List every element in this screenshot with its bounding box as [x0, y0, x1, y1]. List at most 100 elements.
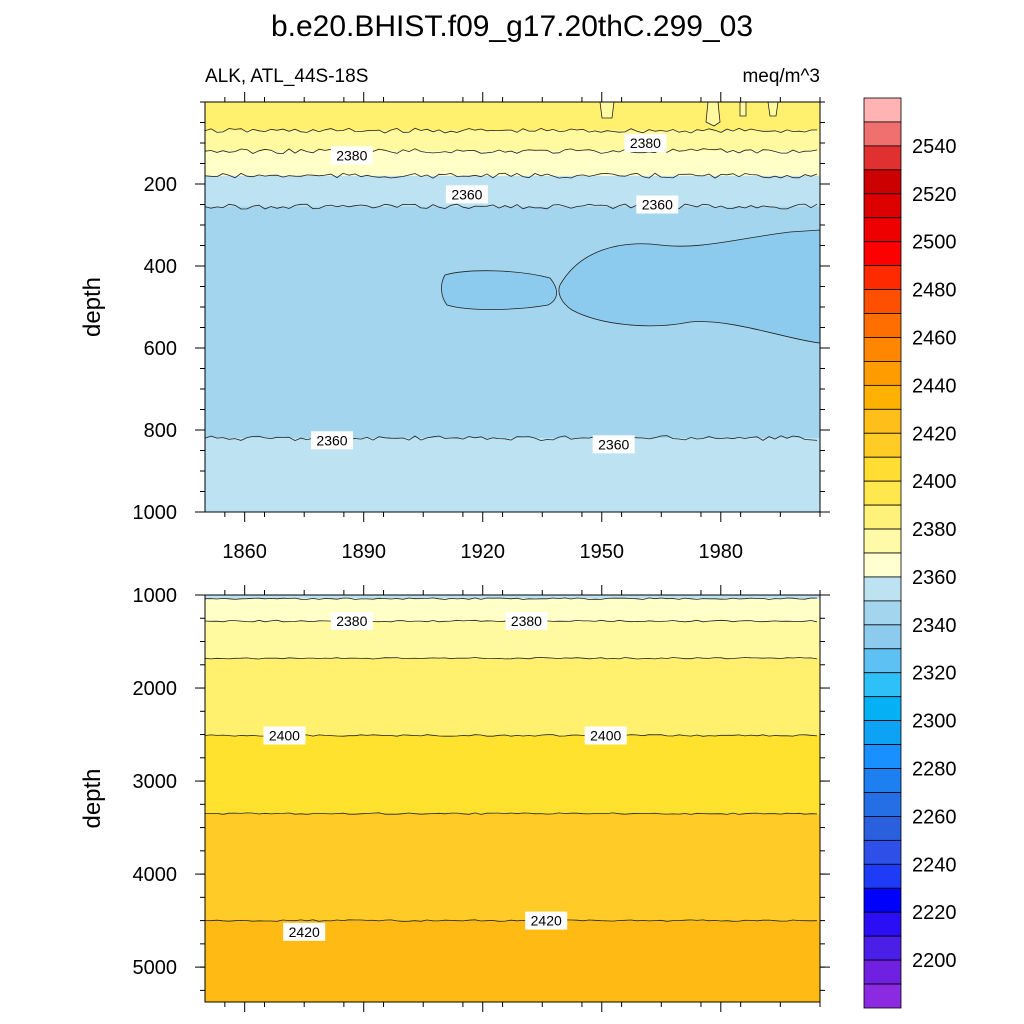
contour-band: [205, 102, 820, 131]
contour-label-box: [505, 612, 548, 630]
x-tick-label: 1920: [460, 541, 505, 563]
contour-band: [205, 438, 820, 512]
contour-label-box: [330, 146, 373, 165]
colorbar-swatch: [863, 576, 902, 602]
colorbar-tick-label: 2420: [912, 423, 957, 445]
figure-title: b.e20.BHIST.f09_g17.20thC.299_03: [271, 10, 753, 43]
colorbar-swatch: [863, 361, 902, 386]
colorbar-swatch: [863, 289, 902, 314]
contour-band: [205, 735, 820, 814]
colorbar-swatch: [863, 887, 902, 913]
colorbar-swatch: [863, 935, 902, 961]
colorbar-swatch: [863, 121, 902, 147]
contour-band: [205, 595, 820, 599]
colorbar-swatch: [863, 313, 902, 338]
contour-label: 2420: [283, 922, 326, 941]
contour-label-box: [263, 726, 306, 745]
colorbar-swatch: [863, 217, 902, 243]
colorbar-swatch: [863, 193, 902, 219]
colorbar-swatch: [863, 839, 902, 865]
contour-label-box: [624, 134, 667, 152]
upper-panel: 2380 2380 2360 2360 2360 2360 200 400 600 800 1000…: [79, 92, 830, 563]
y-tick-label: 4000: [133, 864, 178, 886]
contour-label-text: 2360: [642, 197, 673, 213]
contour-label: 2360: [445, 185, 488, 204]
colorbar-tick-label: 2540: [912, 136, 957, 158]
contour-label-box: [636, 195, 679, 214]
colorbar-swatch: [863, 456, 902, 482]
contour-blob: [599, 101, 615, 119]
y-tick-label: 1000: [133, 585, 178, 607]
colorbar-swatch: [863, 600, 902, 626]
colorbar-tick-label: 2220: [912, 902, 957, 924]
colorbar-swatch: [863, 480, 902, 506]
y-tick-label: 200: [144, 174, 177, 196]
contour-label: 2360: [592, 435, 635, 454]
contour-label-text: 2380: [336, 613, 367, 629]
contour-band: [205, 130, 820, 152]
colorbar: 2540 2520 2500 2480 2460 2440 2420 2400 2380 2360…: [863, 97, 957, 1009]
contour-label-text: 2360: [316, 432, 347, 448]
colorbar-swatch: [863, 241, 902, 267]
contour-label-text: 2380: [336, 147, 367, 163]
y-tick-label: 3000: [133, 771, 178, 793]
contour-label-text: 2380: [511, 613, 542, 629]
colorbar-swatch: [863, 337, 902, 362]
contour-line: [204, 435, 818, 442]
contour-blob: [441, 270, 557, 310]
colorbar-tick-label: 2280: [912, 759, 957, 781]
colorbar-swatch: [863, 792, 902, 817]
contour-label: 2380: [330, 146, 373, 165]
y-axis-label: depth: [79, 277, 106, 337]
y-tick-label: 5000: [133, 957, 178, 979]
colorbar-swatch: [863, 504, 902, 530]
contour-label-text: 2420: [531, 913, 562, 929]
contour-band: [205, 175, 820, 207]
colorbar-tick-label: 2460: [912, 327, 957, 349]
contour-label-box: [330, 612, 373, 630]
colorbar-swatch: [863, 768, 902, 793]
contour-line: [204, 597, 818, 600]
contour-label-box: [283, 922, 326, 941]
contour-label: 2400: [584, 726, 627, 745]
contour-blob: [739, 101, 747, 117]
contour-label-text: 2380: [630, 135, 661, 151]
colorbar-swatch: [863, 863, 902, 889]
x-tick-label: 1860: [222, 541, 267, 563]
colorbar-tick-label: 2320: [912, 663, 957, 685]
contour-line: [204, 148, 818, 155]
colorbar-tick-label: 2200: [912, 950, 957, 972]
colorbar-swatch: [863, 672, 902, 698]
y-tick-label: 600: [144, 338, 177, 360]
x-tick-label: 1890: [341, 541, 386, 563]
contour-label-box: [592, 435, 635, 454]
colorbar-tick-label: 2260: [912, 806, 957, 828]
subtitle-right: meq/m^3: [742, 66, 820, 87]
colorbar-swatch: [863, 911, 902, 937]
colorbar-tick-label: 2360: [912, 567, 957, 589]
contour-label-box: [311, 431, 353, 450]
contour-blob: [558, 229, 821, 344]
contour-line: [204, 172, 818, 179]
contour-line: [204, 203, 818, 210]
contour-label: 2420: [525, 911, 568, 930]
colorbar-tick-label: 2340: [912, 615, 957, 637]
colorbar-swatch: [863, 169, 902, 195]
contour-label-box: [445, 185, 488, 204]
contour-label-box: [584, 726, 627, 745]
contour-blob: [767, 101, 779, 117]
contour-band: [205, 151, 820, 176]
subtitle-left: ALK, ATL_44S-18S: [205, 66, 368, 87]
colorbar-swatch: [863, 528, 902, 554]
x-tick-label: 1980: [699, 541, 744, 563]
contour-band: [205, 813, 820, 921]
contour-label: 2380: [330, 612, 373, 630]
contour-label: 2360: [311, 431, 353, 450]
y-axis-label: depth: [79, 768, 106, 828]
colorbar-swatch: [863, 983, 902, 1009]
x-tick-label: 1950: [580, 541, 625, 563]
contour-label-box: [525, 911, 568, 930]
colorbar-tick-label: 2300: [912, 711, 957, 733]
plot-frame: [204, 594, 821, 1003]
y-tick-label: 1000: [133, 502, 178, 524]
